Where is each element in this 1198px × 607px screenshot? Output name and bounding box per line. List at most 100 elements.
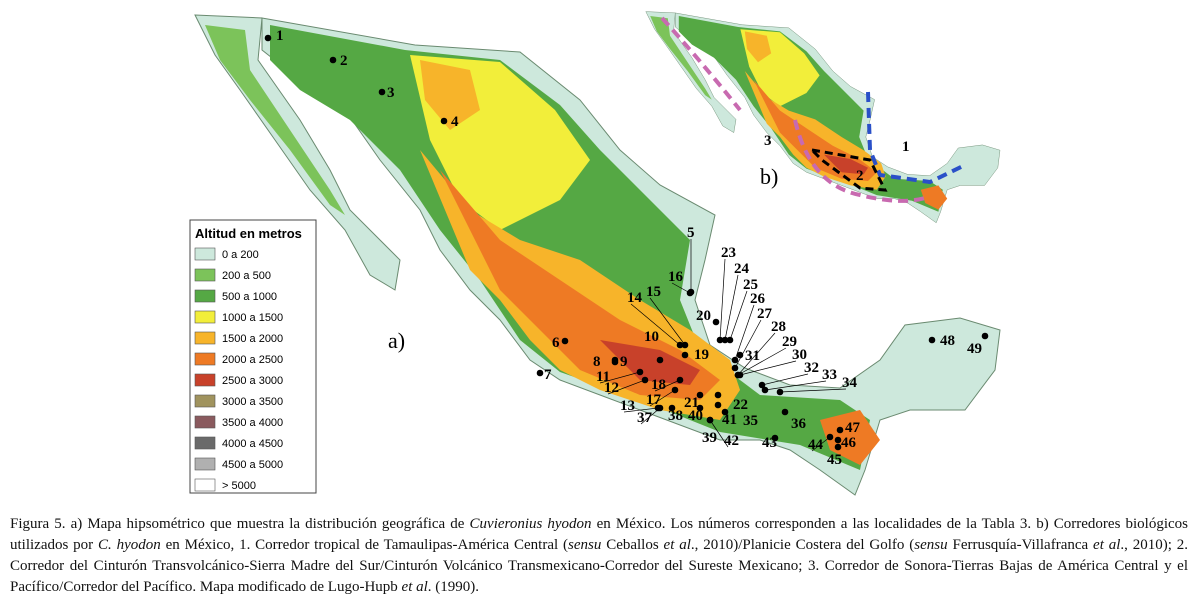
locality-dot	[671, 386, 679, 394]
locality-label: 22	[733, 397, 748, 413]
locality-label: 6	[552, 335, 560, 351]
leader-line	[734, 304, 755, 361]
locality-dot	[736, 371, 744, 379]
locality-label: 34	[842, 375, 858, 391]
locality-dot	[611, 358, 619, 366]
locality-label: 21	[684, 395, 699, 411]
locality-dot	[736, 351, 744, 359]
locality-label: 35	[743, 413, 758, 429]
leader-line	[811, 436, 831, 452]
locality-dot	[668, 404, 676, 412]
map: 1 2 3 b) a) Altitud en metros 0 a 200 200…	[189, 11, 1001, 496]
locality-label: 44	[808, 437, 824, 453]
locality-label: 28	[771, 319, 786, 335]
caption-text: en México, 1. Corredor tropical de Tamau…	[160, 537, 568, 553]
legend-label: > 5000	[222, 480, 256, 492]
locality-label: 18	[651, 377, 666, 393]
legend-label: 500 a 1000	[222, 291, 277, 303]
legend-swatch	[194, 268, 216, 282]
leader-line	[764, 380, 827, 391]
locality-dot	[714, 391, 722, 399]
locality-label: 24	[734, 261, 750, 277]
locality-dot	[641, 376, 649, 384]
legend-label: 3500 a 4000	[222, 417, 283, 429]
leader-line	[640, 407, 661, 425]
legend-swatch	[194, 352, 216, 366]
locality-dot	[681, 351, 689, 359]
locality-label: 37	[637, 410, 653, 426]
legend-title: Altitud en metros	[195, 226, 302, 241]
locality-dot	[561, 337, 569, 345]
legend-label: 2000 a 2500	[222, 354, 283, 366]
leader-line	[737, 332, 776, 376]
legend-label: 3000 a 3500	[222, 396, 283, 408]
legend: Altitud en metros 0 a 200 200 a 500 500 a …	[189, 219, 317, 494]
locality-dot	[714, 401, 722, 409]
locality-dot	[676, 376, 684, 384]
locality-label: 1	[276, 28, 284, 44]
locality-dot	[264, 34, 272, 42]
locality-label: 4	[451, 114, 459, 130]
caption-text: Ferrusquía-Villafranca	[947, 537, 1094, 553]
locality-label: 19	[694, 347, 709, 363]
locality-dot	[329, 56, 337, 64]
leader-line	[649, 389, 676, 407]
caption-text: en México. Los números corresponden a la…	[10, 516, 1188, 553]
leader-line	[761, 373, 809, 386]
leader-line	[671, 282, 691, 294]
legend-label: 0 a 200	[222, 249, 259, 261]
locality-label: 39	[702, 430, 717, 446]
locality-dot	[726, 336, 734, 344]
legend-swatch	[194, 478, 216, 492]
corridor-1	[866, 91, 966, 185]
locality-dot	[758, 381, 766, 389]
panel-label: a)	[388, 328, 405, 353]
caption-text: et al	[663, 537, 691, 553]
locality-label: 12	[604, 380, 619, 396]
locality-label: 2	[340, 53, 348, 69]
locality-label: 27	[757, 306, 773, 322]
locality-label: 20	[696, 308, 711, 324]
caption-text: ., 2010)/Planicie Costera del Golfo (	[690, 537, 915, 553]
caption-text: Figura 5. a) Mapa hipsométrico que muest…	[10, 516, 470, 532]
caption: Figura 5. a) Mapa hipsométrico que muest…	[10, 514, 1188, 598]
locality-label: 3	[387, 85, 395, 101]
locality-dot	[781, 408, 789, 416]
corridor-label: 3	[764, 133, 772, 149]
locality-label: 36	[791, 416, 807, 432]
caption-text: Ceballos	[601, 537, 664, 553]
caption-text: C. hyodon	[98, 537, 161, 553]
leader-line	[729, 290, 748, 341]
legend-swatch	[194, 247, 216, 261]
locality-dot	[656, 356, 664, 364]
locality-label: 23	[721, 245, 736, 261]
locality-dot	[836, 426, 844, 434]
locality-label: 14	[627, 290, 643, 306]
leader-line	[649, 297, 686, 346]
legend-swatch	[194, 331, 216, 345]
locality-label: 29	[782, 334, 797, 350]
leader-line	[739, 360, 797, 376]
locality-dot	[834, 436, 842, 444]
leader-line	[737, 347, 787, 376]
locality-dot	[706, 416, 714, 424]
leader-line	[734, 319, 762, 369]
locality-label: 13	[620, 398, 635, 414]
caption-text: et al	[401, 579, 428, 595]
locality-label: 43	[762, 435, 777, 451]
leader-line	[719, 258, 726, 341]
locality-label: 10	[644, 329, 659, 345]
caption-text: Cuvieronius hyodon	[469, 516, 592, 532]
legend-label: 1500 a 2000	[222, 333, 283, 345]
locality-label: 5	[687, 225, 695, 241]
locality-dot	[696, 404, 704, 412]
locality-label: 45	[827, 452, 842, 468]
leader-line	[654, 379, 681, 392]
corridor-label: 2	[856, 168, 864, 184]
legend-swatch	[194, 310, 216, 324]
corridor-3	[793, 119, 926, 203]
locality-dot	[826, 433, 834, 441]
locality-dot	[676, 341, 684, 349]
